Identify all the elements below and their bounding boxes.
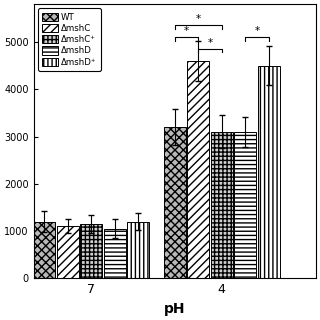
Bar: [104, 229, 126, 278]
Bar: [127, 222, 149, 278]
Bar: [164, 127, 186, 278]
Bar: [187, 61, 209, 278]
Text: *: *: [196, 14, 201, 25]
Bar: [80, 224, 102, 278]
Text: *: *: [184, 26, 189, 36]
Bar: [234, 132, 256, 278]
Bar: [57, 227, 79, 278]
Bar: [33, 222, 55, 278]
Legend: WT, ΔmshC, ΔmshC⁺, ΔmshD, ΔmshD⁺: WT, ΔmshC, ΔmshC⁺, ΔmshD, ΔmshD⁺: [38, 8, 101, 71]
Bar: [211, 132, 233, 278]
Text: *: *: [254, 26, 260, 36]
Bar: [258, 66, 280, 278]
Text: *: *: [207, 38, 212, 48]
X-axis label: pH: pH: [164, 302, 186, 316]
